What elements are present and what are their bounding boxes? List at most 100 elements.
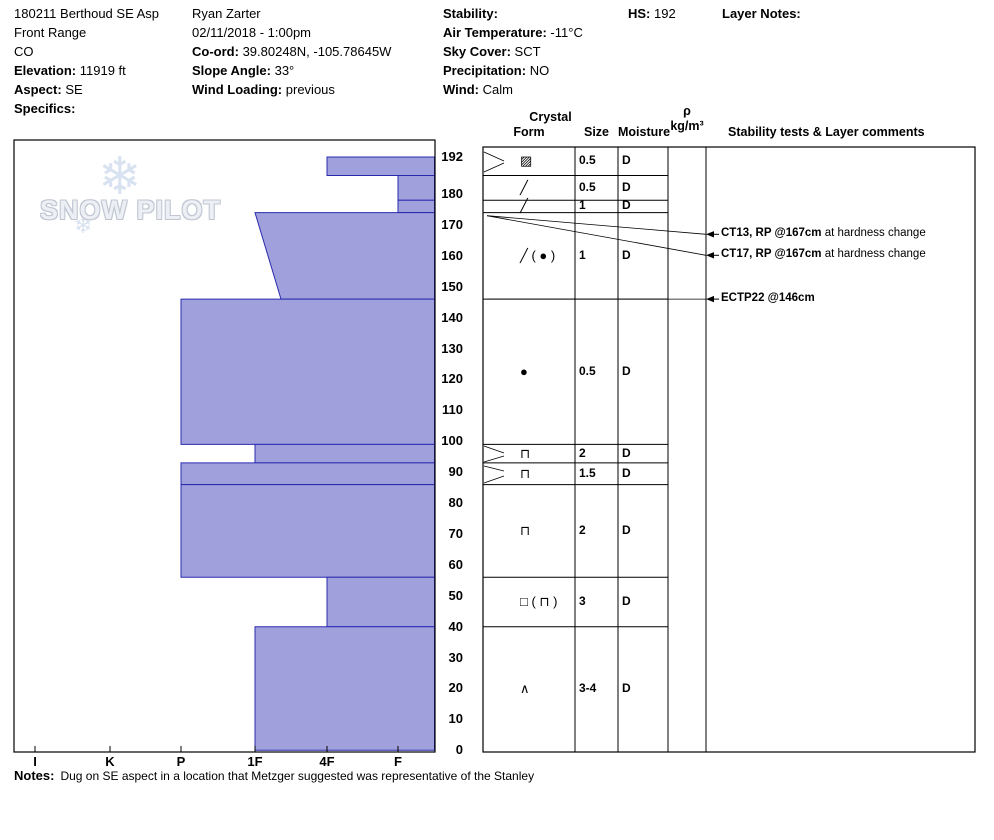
pit-precipitation: Precipitation: NO bbox=[443, 63, 550, 78]
observer-name: Ryan Zarter bbox=[192, 6, 261, 21]
col-header-stability-tests: Stability tests & Layer comments bbox=[728, 125, 925, 139]
moisture-cell: D bbox=[622, 681, 631, 696]
pit-elevation: Elevation: 11919 ft bbox=[14, 63, 126, 78]
thin-layer-leaders-group bbox=[483, 151, 505, 484]
depth-tick-label: 10 bbox=[448, 711, 463, 727]
moisture-cell: D bbox=[622, 179, 631, 194]
axis-ticks-group bbox=[34, 746, 399, 752]
moisture-cell: D bbox=[622, 465, 631, 480]
grain-size-cell: 2 bbox=[579, 522, 586, 537]
grain-size-cell: 3 bbox=[579, 593, 586, 608]
pit-title: 180211 Berthoud SE Asp bbox=[14, 6, 160, 21]
snow-layer-bar bbox=[326, 576, 435, 628]
depth-tick-label: 160 bbox=[441, 247, 463, 263]
pit-stability: Stability: bbox=[443, 6, 498, 21]
test-leader-line bbox=[486, 215, 707, 235]
snow-layer-bar bbox=[254, 443, 435, 464]
moisture-cell: D bbox=[622, 363, 631, 378]
pit-info-weather: Stability: Air Temperature: -11°C Sky Co… bbox=[443, 4, 583, 99]
thin-layer-leader bbox=[483, 162, 505, 173]
snow-layer-bar bbox=[397, 199, 435, 214]
crystal-form-cell: ╱ bbox=[520, 179, 528, 195]
notes-text: Dug on SE aspect in a location that Metz… bbox=[60, 769, 535, 783]
thin-layer-leader bbox=[483, 151, 505, 162]
thin-layer-leader bbox=[483, 455, 505, 463]
depth-tick-label: 192 bbox=[441, 149, 463, 164]
pit-coords: Co-ord: 39.80248N, -105.78645W bbox=[192, 44, 392, 59]
snow-layer-bar bbox=[254, 212, 435, 300]
depth-tick-label: 130 bbox=[441, 340, 463, 356]
col-header-density-units: kg/m³ bbox=[670, 119, 704, 133]
crystal-form-cell: ● bbox=[520, 363, 528, 379]
pit-datetime: 02/11/2018 - 1:00pm bbox=[192, 25, 312, 40]
pit-aspect: Aspect: SE bbox=[14, 82, 83, 97]
snow-layer-bar bbox=[180, 462, 435, 486]
leader-lines-group bbox=[486, 215, 719, 303]
hardness-tick-label: P bbox=[176, 754, 186, 769]
pit-info-observer: Ryan Zarter 02/11/2018 - 1:00pm Co-ord: … bbox=[192, 4, 391, 99]
grain-size-cell: 0.5 bbox=[579, 153, 596, 168]
snow-layers-group bbox=[180, 156, 435, 751]
pit-slope-angle: Slope Angle: 33° bbox=[192, 63, 295, 78]
left-arrow-icon bbox=[706, 252, 714, 259]
grain-size-cell: 0.5 bbox=[579, 179, 596, 194]
moisture-cell: D bbox=[622, 593, 631, 608]
depth-tick-label: 170 bbox=[441, 216, 463, 232]
depth-tick-label: 0 bbox=[455, 742, 463, 758]
hardness-tick-label: 4F bbox=[319, 754, 335, 769]
snowflake-icon: ❄ bbox=[98, 148, 142, 206]
thin-layer-leader bbox=[483, 475, 505, 484]
crystal-form-cell: ▨ bbox=[520, 153, 533, 169]
depth-tick-label: 70 bbox=[448, 525, 463, 541]
pit-info-location: 180211 Berthoud SE Asp Front Range CO El… bbox=[14, 4, 159, 118]
pit-range: Front Range bbox=[14, 25, 87, 40]
snow-layer-bar bbox=[397, 175, 435, 201]
depth-tick-label: 20 bbox=[448, 680, 463, 696]
grain-size-cell: 1 bbox=[579, 198, 586, 213]
col-header-crystal: Crystal bbox=[529, 110, 572, 124]
hardness-tick-label: F bbox=[394, 754, 402, 769]
depth-tick-label: 100 bbox=[441, 433, 463, 449]
crystal-form-cell: ╱ bbox=[520, 198, 528, 214]
stability-test-annotation: CT17, RP @167cm at hardness change bbox=[721, 248, 926, 261]
depth-tick-label: 30 bbox=[448, 649, 463, 665]
depth-tick-label: 40 bbox=[448, 618, 463, 634]
depth-tick-label: 150 bbox=[441, 278, 463, 294]
pit-wind: Wind: Calm bbox=[443, 82, 513, 97]
pit-wind-loading: Wind Loading: previous bbox=[192, 82, 335, 97]
grain-size-cell: 0.5 bbox=[579, 363, 596, 378]
depth-tick-label: 90 bbox=[448, 464, 463, 480]
depth-tick-label: 80 bbox=[448, 495, 463, 511]
snow-layer-bar bbox=[326, 156, 435, 176]
thin-layer-leader bbox=[483, 445, 505, 454]
snowflake-icon: ❄ bbox=[74, 213, 93, 238]
hardness-tick-label: K bbox=[105, 754, 115, 769]
stability-test-annotation: ECTP22 @146cm bbox=[721, 292, 815, 305]
snowpilot-watermark: ❄ ❄ SNOW PILOT bbox=[40, 148, 240, 253]
grain-size-cell: 1 bbox=[579, 247, 586, 262]
col-header-form: Form bbox=[513, 125, 545, 139]
chart-border bbox=[13, 139, 436, 753]
depth-tick-label: 120 bbox=[441, 371, 463, 387]
grain-size-cell: 1.5 bbox=[579, 465, 596, 480]
crystal-form-cell: ⊓ bbox=[520, 522, 531, 538]
hardness-tick-label: I bbox=[33, 754, 37, 769]
stability-test-annotation: CT13, RP @167cm at hardness change bbox=[721, 227, 926, 240]
snow-layer-bar bbox=[180, 484, 435, 578]
depth-tick-label: 180 bbox=[441, 186, 463, 202]
pit-specifics: Specifics: bbox=[14, 101, 76, 116]
pit-sky-cover: Sky Cover: SCT bbox=[443, 44, 541, 59]
moisture-cell: D bbox=[622, 247, 631, 262]
left-arrow-icon bbox=[706, 231, 714, 238]
col-header-size: Size bbox=[583, 125, 609, 139]
crystal-form-cell: ⊓ bbox=[520, 445, 531, 461]
depth-tick-label: 110 bbox=[442, 402, 463, 418]
snow-layer-bar bbox=[254, 626, 435, 751]
crystal-form-cell: ╱ ( ● ) bbox=[520, 247, 556, 263]
moisture-cell: D bbox=[622, 153, 631, 168]
snow-layer-bar bbox=[180, 298, 435, 445]
depth-tick-label: 140 bbox=[441, 309, 463, 325]
grain-size-cell: 3-4 bbox=[579, 681, 597, 696]
